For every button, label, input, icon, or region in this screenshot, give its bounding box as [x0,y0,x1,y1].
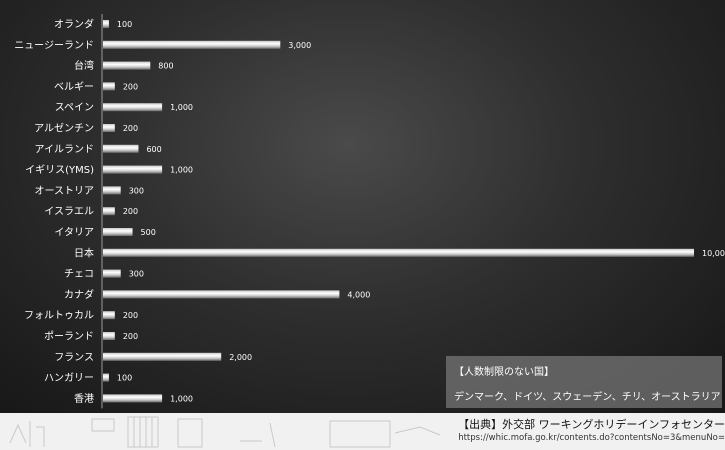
value-label: 2,000 [229,353,252,362]
source-citation: 【出典】外交部 ワーキングホリデーインフォセンター [458,418,725,431]
bar [103,82,115,91]
note-body: デンマーク、ドイツ、スウェーデン、チリ、オーストラリア [454,392,721,403]
value-label: 200 [123,124,138,133]
value-label: 3,000 [288,41,311,50]
value-label: 1,000 [170,394,193,403]
bar [103,20,109,28]
bar [103,144,139,153]
value-label: 1,000 [170,103,193,112]
category-label: ポーランド [44,331,94,343]
category-label: 日本 [74,246,94,259]
footer: 【出典】外交部 ワーキングホリデーインフォセンター https://whic.m… [0,413,725,450]
unlimited-countries-note: 【人数制限のない国】 デンマーク、ドイツ、スウェーデン、チリ、オーストラリア [446,356,722,408]
bar [103,165,163,174]
value-label: 800 [158,62,173,71]
bar [103,394,163,403]
value-label: 600 [146,145,161,154]
category-label: ベルギー [54,81,94,93]
category-label: ニュージーランド [14,39,94,51]
note-title: 【人数制限のない国】 [454,367,554,378]
bar [103,103,163,112]
value-label: 300 [129,270,144,279]
bar-chart: オランダ 100 ニュージーランド 3,000 台湾 800 ベルギー 200 スペイン 1,00… [14,14,725,409]
bar [103,207,115,216]
category-label: フランス [54,351,94,363]
source-url: https://whic.mofa.go.kr/contents.do?cont… [458,433,725,443]
value-label: 200 [123,311,138,320]
value-label: 100 [117,20,132,29]
category-label: オーストリア [35,185,95,197]
bar [103,248,694,257]
category-label: イスラエル [44,206,94,218]
bar [103,228,133,236]
value-label: 100 [117,374,132,383]
value-label: 200 [123,332,138,341]
category-label: フォルトゥカル [24,310,94,322]
value-label: 10,00 [702,249,725,258]
bar [103,186,121,195]
value-label: 1,000 [170,166,193,175]
category-label: チェコ [64,268,94,280]
value-label: 300 [129,186,144,195]
value-label: 200 [123,82,138,91]
value-label: 200 [123,207,138,216]
category-label: スペイン [55,103,94,114]
background-sketch-decoration [9,416,441,448]
bar [103,124,115,132]
value-label: 4,000 [347,290,370,299]
bar [103,61,151,70]
value-label: 500 [141,228,156,237]
bar [103,269,121,278]
category-label: オランダ [54,18,94,31]
category-label: アルゼンチン [34,123,94,135]
category-label: アイルランド [35,143,95,155]
category-label: カナダ [64,288,94,301]
category-label: 台湾 [74,59,94,72]
bar [103,332,115,340]
chart-panel: オランダ 100 ニュージーランド 3,000 台湾 800 ベルギー 200 スペイン 1,00… [0,0,725,413]
bar [103,40,281,49]
bar [103,373,109,382]
category-label: 香港 [74,393,94,405]
bar [103,290,340,299]
category-label: ハンガリー [44,372,94,384]
category-label: イタリア [54,227,94,239]
category-label: イギリス(YMS) [25,164,94,176]
bar [103,352,222,361]
bar [103,311,115,320]
